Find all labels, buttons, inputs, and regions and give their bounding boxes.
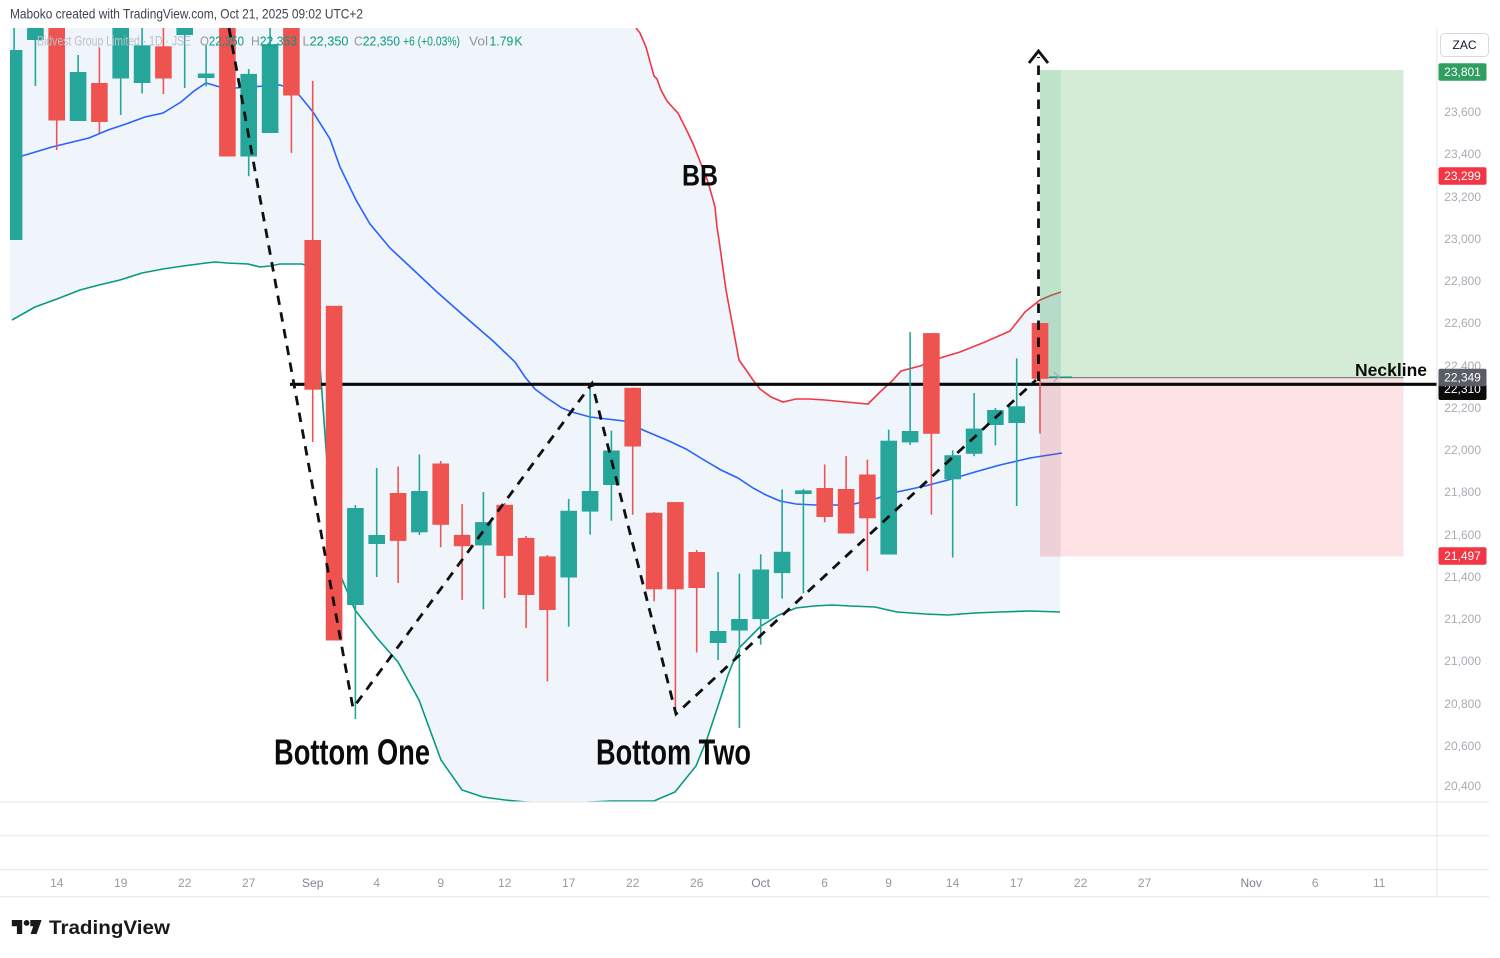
svg-text:22,800: 22,800 bbox=[1444, 274, 1481, 288]
svg-text:22,600: 22,600 bbox=[1444, 316, 1481, 330]
svg-text:27: 27 bbox=[242, 876, 256, 890]
svg-text:17: 17 bbox=[562, 876, 576, 890]
svg-text:14: 14 bbox=[946, 876, 960, 890]
svg-text:1.79 K: 1.79 K bbox=[490, 34, 523, 49]
svg-text:22: 22 bbox=[178, 876, 192, 890]
svg-text:9: 9 bbox=[437, 876, 444, 890]
svg-text:20,600: 20,600 bbox=[1444, 739, 1481, 753]
svg-text:22,000: 22,000 bbox=[1444, 443, 1481, 457]
svg-text:22,349: 22,349 bbox=[1444, 371, 1481, 385]
svg-text:22: 22 bbox=[626, 876, 640, 890]
svg-text:21,800: 21,800 bbox=[1444, 485, 1481, 499]
svg-text:Neckline: Neckline bbox=[1355, 360, 1427, 380]
svg-text:20,400: 20,400 bbox=[1444, 779, 1481, 793]
svg-text:C22,350: C22,350 bbox=[354, 34, 400, 49]
svg-text:Nov: Nov bbox=[1241, 876, 1262, 890]
svg-text:21,497: 21,497 bbox=[1444, 549, 1481, 563]
svg-text:9: 9 bbox=[885, 876, 892, 890]
svg-text:+6 (+0.03%): +6 (+0.03%) bbox=[403, 34, 460, 49]
svg-text:4: 4 bbox=[373, 876, 380, 890]
svg-text:21,400: 21,400 bbox=[1444, 570, 1481, 584]
svg-text:6: 6 bbox=[821, 876, 828, 890]
svg-text:19: 19 bbox=[114, 876, 128, 890]
svg-text:L22,350: L22,350 bbox=[303, 34, 349, 49]
svg-text:23,600: 23,600 bbox=[1444, 105, 1481, 119]
svg-text:Bottom One: Bottom One bbox=[274, 732, 430, 773]
svg-text:Vol: Vol bbox=[469, 34, 488, 49]
svg-text:Maboko created with TradingVie: Maboko created with TradingView.com, Oct… bbox=[10, 6, 363, 22]
svg-text:Sep: Sep bbox=[302, 876, 324, 890]
svg-text:27: 27 bbox=[1138, 876, 1152, 890]
svg-text:Bidvest Group Limited · 1D · J: Bidvest Group Limited · 1D · JSE bbox=[37, 34, 191, 49]
svg-text:17: 17 bbox=[1010, 876, 1024, 890]
svg-text:12: 12 bbox=[498, 876, 512, 890]
svg-text:6: 6 bbox=[1312, 876, 1319, 890]
svg-text:22: 22 bbox=[1074, 876, 1088, 890]
svg-text:21,200: 21,200 bbox=[1444, 612, 1481, 626]
svg-text:23,200: 23,200 bbox=[1444, 190, 1481, 204]
svg-text:23,801: 23,801 bbox=[1444, 65, 1481, 79]
svg-text:23,000: 23,000 bbox=[1444, 232, 1481, 246]
svg-text:26: 26 bbox=[690, 876, 704, 890]
svg-text:20,800: 20,800 bbox=[1444, 697, 1481, 711]
svg-text:23,299: 23,299 bbox=[1444, 169, 1481, 183]
svg-text:21,600: 21,600 bbox=[1444, 528, 1481, 542]
svg-text:11: 11 bbox=[1373, 876, 1386, 890]
svg-text:H22,353: H22,353 bbox=[251, 34, 297, 49]
svg-text:BB: BB bbox=[682, 160, 718, 193]
svg-text:14: 14 bbox=[50, 876, 64, 890]
svg-text:22,200: 22,200 bbox=[1444, 401, 1481, 415]
svg-text:21,000: 21,000 bbox=[1444, 654, 1481, 668]
svg-text:TradingView: TradingView bbox=[49, 917, 171, 939]
svg-text:Bottom Two: Bottom Two bbox=[596, 732, 751, 773]
svg-text:23,400: 23,400 bbox=[1444, 147, 1481, 161]
svg-text:ZAC: ZAC bbox=[1453, 38, 1477, 52]
svg-text:O22,350: O22,350 bbox=[200, 34, 244, 49]
svg-text:Oct: Oct bbox=[751, 876, 770, 890]
